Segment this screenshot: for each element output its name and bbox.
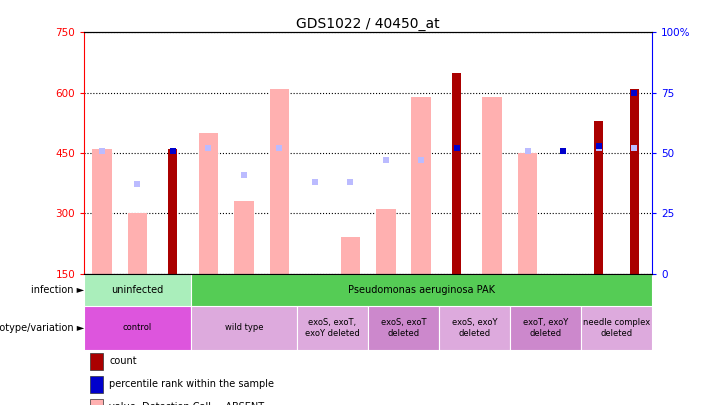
Bar [198,133,218,274]
Bar [368,307,439,350]
Bar [452,72,461,274]
Text: infection ►: infection ► [31,285,84,295]
Text: percentile rank within the sample: percentile rank within the sample [109,379,274,389]
Bar [518,153,538,274]
Text: exoS, exoT,
exoY deleted: exoS, exoT, exoY deleted [305,318,360,338]
Bar [90,376,104,392]
Text: genotype/variation ►: genotype/variation ► [0,323,84,333]
Text: Pseudomonas aeruginosa PAK: Pseudomonas aeruginosa PAK [348,285,495,295]
Bar [90,353,104,370]
Bar [92,149,111,274]
Bar [84,307,191,350]
Bar [84,274,191,307]
Bar [234,201,254,274]
Bar [191,307,297,350]
Bar [168,149,177,274]
Text: value, Detection Call = ABSENT: value, Detection Call = ABSENT [109,402,264,405]
Text: control: control [123,324,152,333]
Title: GDS1022 / 40450_at: GDS1022 / 40450_at [297,17,440,31]
Bar [305,274,325,282]
Bar [411,97,431,274]
Bar [191,274,652,307]
Text: exoT, exoY
deleted: exoT, exoY deleted [523,318,568,338]
Text: exoS, exoT
deleted: exoS, exoT deleted [381,318,426,338]
Bar [128,213,147,274]
Bar [376,209,395,274]
Text: wild type: wild type [224,324,263,333]
Bar [510,307,581,350]
Text: needle complex
deleted: needle complex deleted [583,318,650,338]
Text: count: count [109,356,137,367]
Text: exoS, exoY
deleted: exoS, exoY deleted [451,318,497,338]
Bar [341,237,360,274]
Bar [439,307,510,350]
Bar [594,121,603,274]
Bar [629,89,639,274]
Bar [482,97,502,274]
Bar [270,89,289,274]
Bar [581,307,652,350]
Text: uninfected: uninfected [111,285,163,295]
Bar [90,399,104,405]
Bar [297,307,368,350]
